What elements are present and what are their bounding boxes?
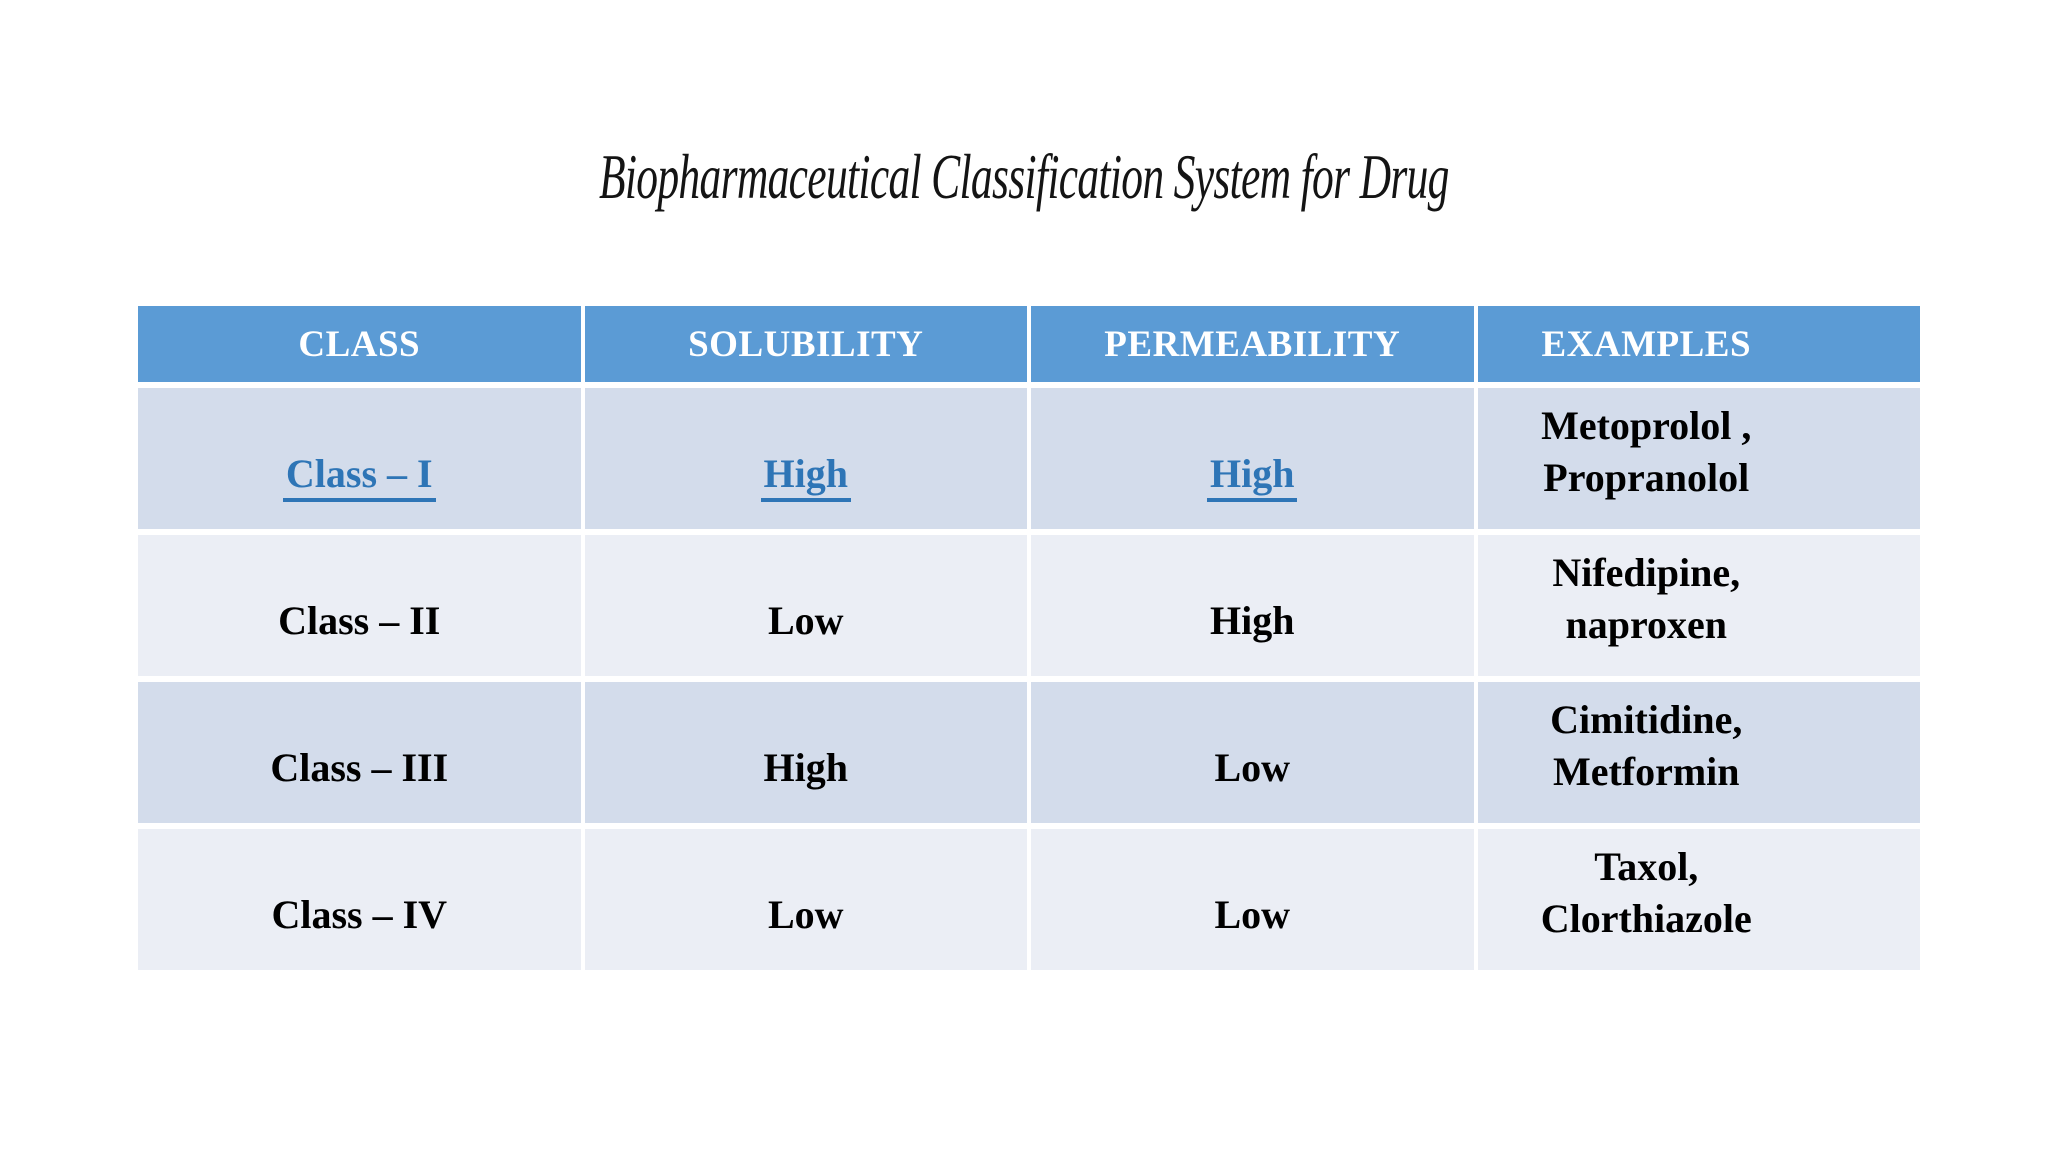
bcs-table: CLASS SOLUBILITY PERMEABILITY EXAMPLES C… [134, 300, 1924, 976]
cell-class-iii-solubility: High [584, 682, 1027, 823]
cell-class-ii-solubility: Low [584, 535, 1027, 676]
header-permeability: PERMEABILITY [1031, 306, 1474, 382]
class-i-permeability-link[interactable]: High [1207, 450, 1298, 502]
table-row-class-iii: Class – III High Low Cimitidine, Metform… [138, 682, 1920, 823]
cell-class-iv: Class – IV [138, 829, 581, 970]
cell-class-iv-permeability: Low [1031, 829, 1474, 970]
cell-class-ii-permeability: High [1031, 535, 1474, 676]
header-class: CLASS [138, 306, 581, 382]
slide-title: Biopharmaceutical Classification System … [0, 140, 2048, 214]
cell-class-ii-examples: Nifedipine, naproxen [1477, 535, 1920, 676]
cell-class-i-permeability: High [1031, 388, 1474, 529]
header-row: CLASS SOLUBILITY PERMEABILITY EXAMPLES [138, 306, 1920, 382]
table-row-class-ii: Class – II Low High Nifedipine, naproxen [138, 535, 1920, 676]
class-i-link[interactable]: Class – I [282, 450, 436, 502]
header-solubility: SOLUBILITY [584, 306, 1027, 382]
cell-class-iii-permeability: Low [1031, 682, 1474, 823]
slide-title-text: Biopharmaceutical Classification System … [599, 141, 1449, 212]
class-i-solubility-link[interactable]: High [760, 450, 851, 502]
cell-class-i: Class – I [138, 388, 581, 529]
cell-class-i-solubility: High [584, 388, 1027, 529]
cell-class-iv-examples: Taxol, Clorthiazole [1477, 829, 1920, 970]
table-row-class-iv: Class – IV Low Low Taxol, Clorthiazole [138, 829, 1920, 970]
header-examples: EXAMPLES [1477, 306, 1920, 382]
cell-class-iv-solubility: Low [584, 829, 1027, 970]
cell-class-ii: Class – II [138, 535, 581, 676]
table-row-class-i: Class – I High High Metoprolol , Propran… [138, 388, 1920, 529]
cell-class-i-examples: Metoprolol , Propranolol [1477, 388, 1920, 529]
cell-class-iii-examples: Cimitidine, Metformin [1477, 682, 1920, 823]
cell-class-iii: Class – III [138, 682, 581, 823]
